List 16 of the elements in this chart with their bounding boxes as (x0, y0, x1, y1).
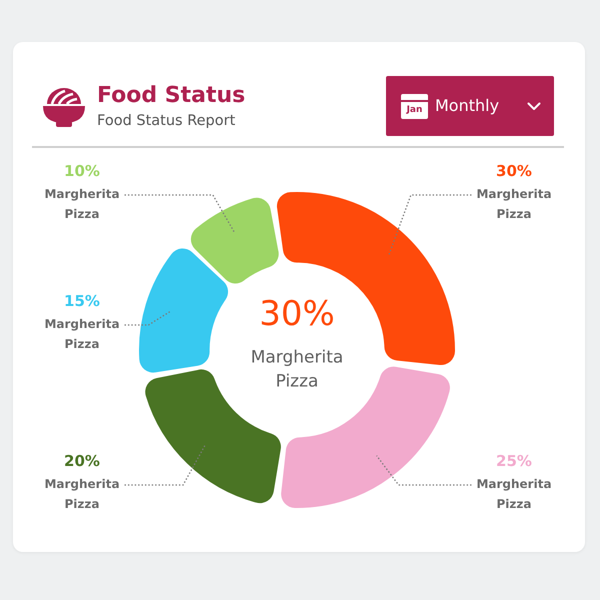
calendar-icon: Jan (401, 94, 428, 119)
data-label: 25% (496, 452, 532, 470)
slice-label: Margherita Pizza (44, 317, 120, 352)
data-label: 10% (64, 162, 100, 180)
data-label: 30% (496, 162, 532, 180)
slice-label: Margherita Pizza (44, 187, 120, 222)
data-label: 15% (64, 292, 100, 310)
chart-title: Food Status (97, 83, 246, 109)
chart-subtitle: Food Status Report (97, 112, 236, 130)
slice-label: Margherita Pizza (476, 477, 552, 512)
data-label: 20% (64, 452, 100, 470)
text: Margherita Pizza (250, 347, 344, 392)
slice-label: Margherita Pizza (44, 477, 120, 512)
slice-label: Margherita Pizza (476, 187, 552, 222)
text: Monthly (435, 95, 500, 117)
text: 30% (259, 294, 335, 334)
